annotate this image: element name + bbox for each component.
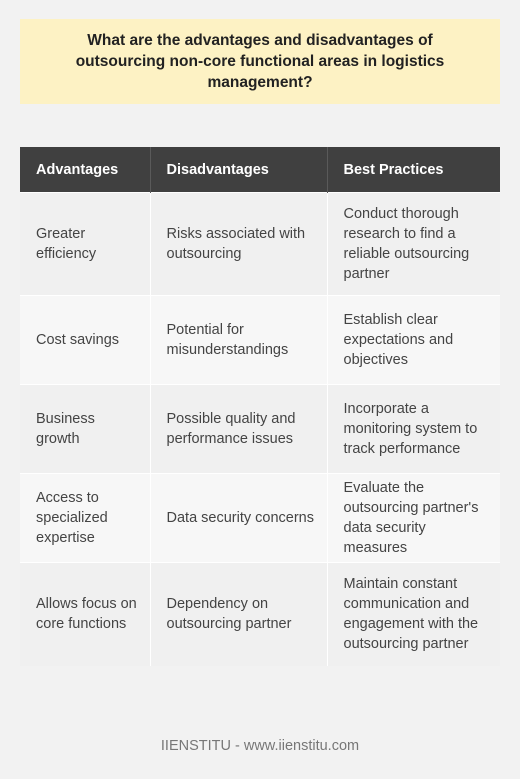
cell-advantage: Access to specialized expertise: [20, 473, 151, 563]
cell-best-practice: Establish clear expectations and objecti…: [327, 295, 500, 385]
comparison-table: Advantages Disadvantages Best Practices …: [20, 147, 500, 666]
footer-credit: IIENSTITU - www.iienstitu.com: [160, 738, 360, 754]
table-row: Greater efficiency Risks associated with…: [20, 192, 500, 296]
table-row: Business growth Possible quality and per…: [20, 384, 500, 474]
table-row: Cost savings Potential for misunderstand…: [20, 295, 500, 385]
cell-advantage: Business growth: [20, 384, 151, 474]
cell-disadvantage: Potential for misunderstandings: [150, 295, 328, 385]
table-header-row: Advantages Disadvantages Best Practices: [20, 147, 500, 193]
cell-advantage: Allows focus on core functions: [20, 562, 151, 666]
cell-disadvantage: Data security concerns: [150, 473, 328, 563]
cell-advantage: Greater efficiency: [20, 192, 151, 296]
cell-disadvantage: Possible quality and performance issues: [150, 384, 328, 474]
cell-advantage: Cost savings: [20, 295, 151, 385]
header-advantages: Advantages: [20, 147, 151, 193]
table-row: Access to specialized expertise Data sec…: [20, 473, 500, 563]
cell-best-practice: Evaluate the outsourcing partner's data …: [327, 473, 500, 563]
cell-best-practice: Maintain constant communication and enga…: [327, 562, 500, 666]
cell-disadvantage: Dependency on outsourcing partner: [150, 562, 328, 666]
title-banner: What are the advantages and disadvantage…: [20, 19, 500, 104]
cell-best-practice: Incorporate a monitoring system to track…: [327, 384, 500, 474]
cell-disadvantage: Risks associated with outsourcing: [150, 192, 328, 296]
header-best-practices: Best Practices: [327, 147, 500, 193]
cell-best-practice: Conduct thorough research to find a reli…: [327, 192, 500, 296]
page-title: What are the advantages and disadvantage…: [75, 32, 445, 91]
table-row: Allows focus on core functions Dependenc…: [20, 562, 500, 666]
header-disadvantages: Disadvantages: [150, 147, 328, 193]
